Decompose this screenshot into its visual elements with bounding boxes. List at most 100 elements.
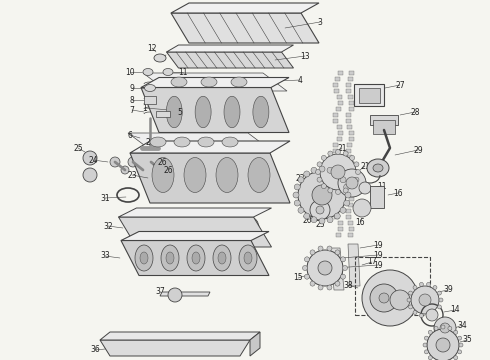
Circle shape <box>327 167 333 173</box>
Circle shape <box>318 285 323 290</box>
Text: 27: 27 <box>395 81 405 90</box>
Text: 35: 35 <box>462 336 472 345</box>
Text: 12: 12 <box>147 44 157 53</box>
Circle shape <box>150 170 160 180</box>
Circle shape <box>411 286 439 314</box>
Circle shape <box>458 350 462 354</box>
Circle shape <box>294 184 300 190</box>
Bar <box>349 197 354 201</box>
Text: 5: 5 <box>177 108 182 117</box>
Polygon shape <box>119 217 271 247</box>
Circle shape <box>307 250 343 286</box>
Text: 26: 26 <box>163 166 173 175</box>
Polygon shape <box>348 244 360 286</box>
Circle shape <box>419 294 431 306</box>
Bar <box>349 161 354 165</box>
Polygon shape <box>119 208 271 217</box>
Circle shape <box>319 166 325 172</box>
Text: 23: 23 <box>127 171 137 180</box>
Circle shape <box>354 162 359 167</box>
Circle shape <box>304 257 310 262</box>
Circle shape <box>294 200 300 206</box>
Bar <box>345 119 350 123</box>
Polygon shape <box>160 292 210 296</box>
Polygon shape <box>141 77 289 87</box>
Circle shape <box>413 311 417 315</box>
Circle shape <box>327 246 332 251</box>
Circle shape <box>128 157 138 167</box>
Text: 3: 3 <box>318 18 322 27</box>
Polygon shape <box>141 87 289 132</box>
Bar <box>338 221 343 225</box>
Ellipse shape <box>166 96 182 128</box>
Ellipse shape <box>145 85 155 91</box>
Polygon shape <box>171 13 319 43</box>
Circle shape <box>436 338 450 352</box>
Text: 1: 1 <box>143 104 147 112</box>
Bar <box>333 179 338 183</box>
Text: 2: 2 <box>146 138 150 147</box>
Circle shape <box>146 157 156 167</box>
Bar <box>338 95 343 99</box>
Circle shape <box>419 282 423 287</box>
Bar <box>355 257 430 315</box>
Circle shape <box>304 171 310 177</box>
Bar <box>346 113 351 117</box>
Bar <box>348 77 353 81</box>
Circle shape <box>350 156 355 160</box>
Circle shape <box>409 291 413 295</box>
Polygon shape <box>128 133 272 151</box>
Ellipse shape <box>184 158 206 193</box>
Bar <box>338 71 343 75</box>
Ellipse shape <box>222 137 238 147</box>
Circle shape <box>139 166 147 174</box>
Circle shape <box>328 151 333 156</box>
Circle shape <box>343 266 347 270</box>
Text: 10: 10 <box>125 68 135 77</box>
Text: 13: 13 <box>300 51 310 60</box>
Circle shape <box>424 350 428 354</box>
Ellipse shape <box>248 158 270 193</box>
Circle shape <box>304 274 310 279</box>
Text: 23: 23 <box>315 220 325 229</box>
Circle shape <box>413 285 417 289</box>
Text: 9: 9 <box>129 84 134 93</box>
Text: 30: 30 <box>340 174 350 183</box>
Text: 19: 19 <box>373 261 383 270</box>
Ellipse shape <box>213 245 231 271</box>
Ellipse shape <box>373 164 383 172</box>
Bar <box>333 119 338 123</box>
Bar <box>156 111 170 117</box>
Bar <box>337 137 342 141</box>
Circle shape <box>426 309 438 321</box>
Text: 18: 18 <box>310 261 320 270</box>
Ellipse shape <box>195 96 211 128</box>
Bar <box>334 173 339 177</box>
Ellipse shape <box>135 245 153 271</box>
Circle shape <box>438 305 441 309</box>
Circle shape <box>318 261 332 275</box>
Text: 14: 14 <box>450 306 460 315</box>
Text: 7: 7 <box>129 105 134 114</box>
Circle shape <box>458 336 462 340</box>
Text: 34: 34 <box>457 320 467 329</box>
Bar <box>335 185 340 189</box>
Text: 15: 15 <box>293 274 303 283</box>
Circle shape <box>424 336 428 340</box>
Circle shape <box>343 184 350 190</box>
Bar <box>370 115 398 125</box>
Bar <box>345 149 350 153</box>
Circle shape <box>359 182 371 194</box>
Circle shape <box>157 166 165 174</box>
Ellipse shape <box>244 252 252 264</box>
Bar <box>144 96 156 104</box>
Circle shape <box>428 356 432 360</box>
Circle shape <box>438 291 441 295</box>
Bar <box>348 95 353 99</box>
Bar <box>336 233 341 237</box>
Bar <box>347 125 352 129</box>
Bar <box>338 191 343 195</box>
Circle shape <box>448 327 452 330</box>
Ellipse shape <box>201 77 217 87</box>
Bar <box>348 191 353 195</box>
